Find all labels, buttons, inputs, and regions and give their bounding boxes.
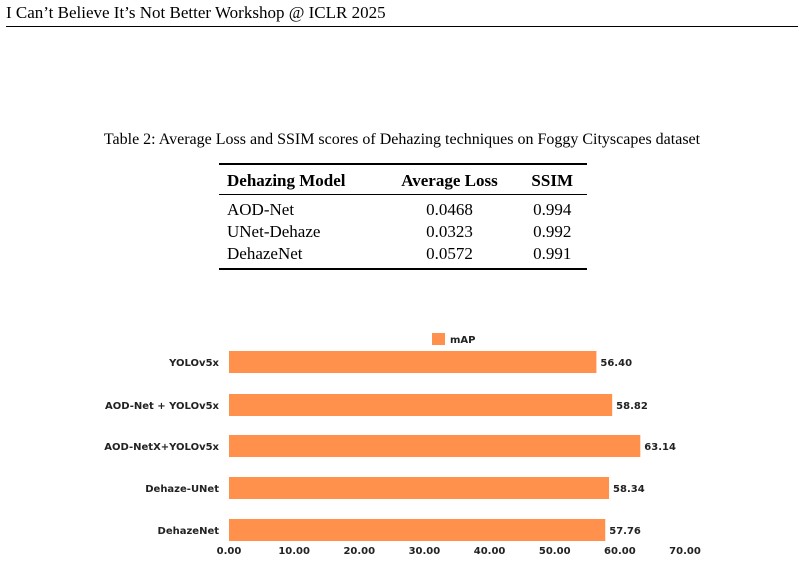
category-label: YOLOv5x (168, 358, 219, 369)
table-header-row: Dehazing Model Average Loss SSIM (219, 164, 587, 195)
cell-ssim: 0.994 (533, 200, 572, 219)
legend-swatch (432, 333, 445, 345)
tick-label: 50.00 (539, 546, 571, 557)
category-label: AOD-NetX+YOLOv5x (104, 442, 219, 453)
cell-loss: 0.0572 (426, 244, 473, 263)
tick-label: 20.00 (343, 546, 375, 557)
category-label: AOD-Net + YOLOv5x (105, 401, 220, 412)
data-label: 57.76 (609, 526, 641, 537)
cell-model: AOD-Net (227, 200, 295, 219)
data-label: 56.40 (600, 358, 632, 369)
data-label: 58.34 (613, 484, 645, 495)
column-header-model: Dehazing Model (227, 171, 346, 190)
tick-label: 40.00 (474, 546, 506, 557)
bar (229, 519, 606, 541)
header-rule (6, 26, 798, 27)
cell-model: UNet-Dehaze (227, 222, 321, 241)
column-header-loss: Average Loss (401, 171, 498, 190)
table-row: AOD-Net 0.0468 0.994 (219, 195, 587, 222)
tick-label: 30.00 (409, 546, 441, 557)
cell-ssim: 0.991 (533, 244, 572, 263)
data-label: 63.14 (644, 442, 676, 453)
map-bar-chart: mAP YOLOv5x 56.40 AOD-Net + YOLOv5x 58.82 AOD… (104, 333, 701, 557)
bar (229, 477, 610, 499)
cell-loss: 0.0323 (426, 222, 473, 241)
bar (229, 394, 613, 416)
cell-loss: 0.0468 (426, 200, 473, 219)
bar (229, 435, 641, 457)
tick-label: 60.00 (604, 546, 636, 557)
results-table: Dehazing Model Average Loss SSIM AOD-Net… (219, 163, 587, 270)
category-label: DehazeNet (158, 526, 220, 537)
table-row: UNet-Dehaze 0.0323 0.992 (219, 221, 587, 243)
column-header-ssim: SSIM (531, 171, 573, 190)
bar (229, 351, 597, 373)
category-label: Dehaze-UNet (145, 484, 219, 495)
cell-ssim: 0.992 (533, 222, 572, 241)
tick-label: 70.00 (669, 546, 701, 557)
tick-label: 0.00 (217, 546, 242, 557)
table-row: DehazeNet 0.0572 0.991 (219, 243, 587, 269)
legend-label: mAP (450, 335, 476, 346)
tick-label: 10.00 (278, 546, 310, 557)
cell-model: DehazeNet (227, 244, 303, 263)
table-caption: Table 2: Average Loss and SSIM scores of… (103, 131, 701, 148)
data-label: 58.82 (616, 401, 648, 412)
page-header: I Can’t Believe It’s Not Better Workshop… (6, 3, 386, 22)
